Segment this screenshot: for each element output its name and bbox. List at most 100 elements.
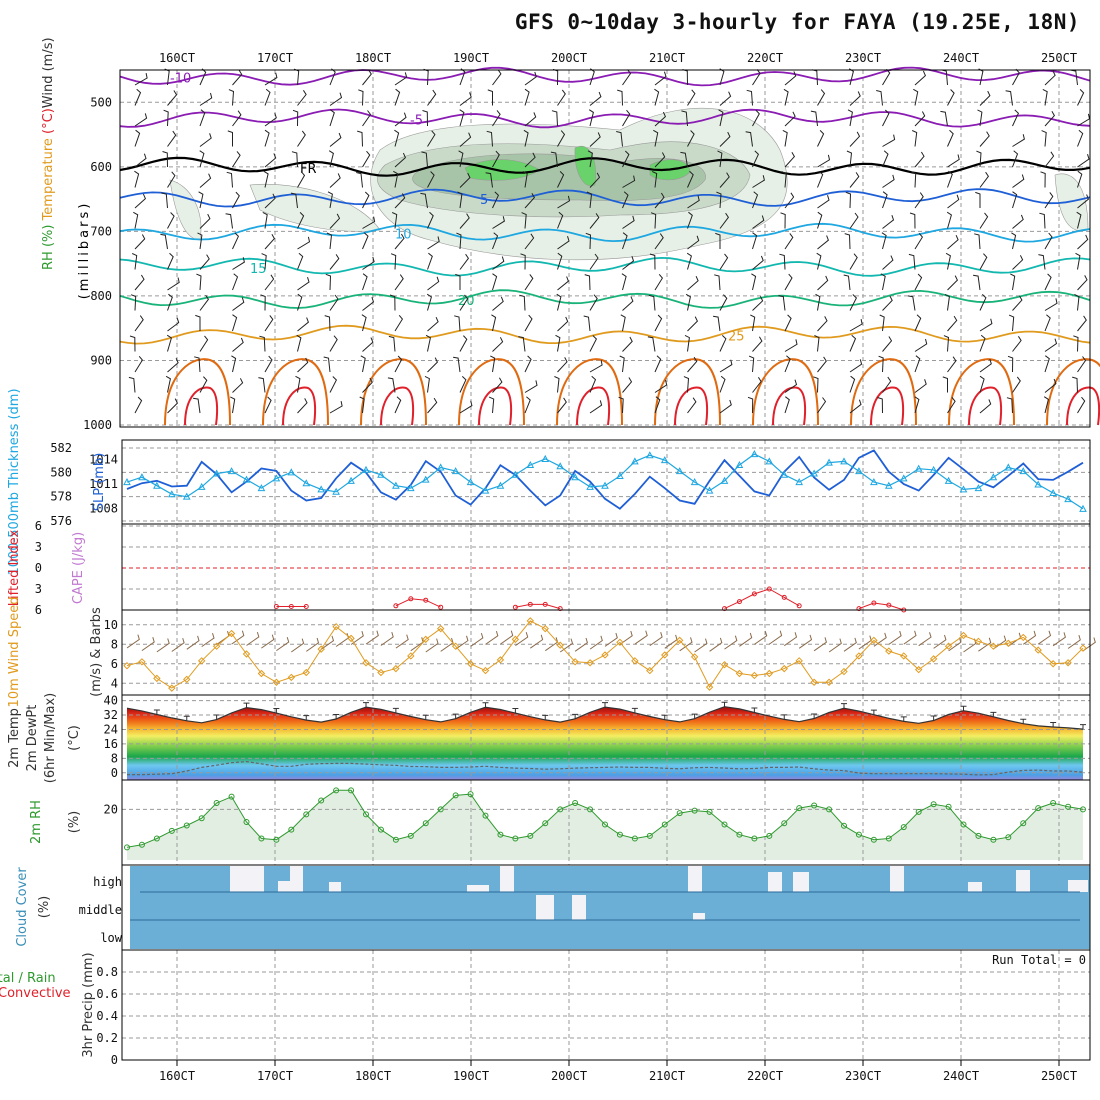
wind-barb <box>882 174 895 188</box>
minmax-errorbar <box>153 709 160 715</box>
wind-barb <box>622 150 630 168</box>
wind-barb <box>552 68 559 86</box>
wind-barb <box>619 630 633 645</box>
upper-y-unit: (millibars) <box>77 201 92 300</box>
wind-barb <box>156 638 170 653</box>
wind-speed-point <box>227 629 236 638</box>
wind-barb <box>557 130 566 147</box>
wind-barb <box>817 195 830 209</box>
wind-speed-point <box>242 650 251 658</box>
wind-barb <box>198 191 204 209</box>
rh-point <box>870 836 877 843</box>
wind-barb <box>324 315 331 332</box>
wind-barb <box>297 236 311 250</box>
wind-barb <box>589 68 595 86</box>
lifted-index-point <box>393 603 399 609</box>
wind-barb <box>687 276 699 291</box>
wind-barb <box>264 88 271 106</box>
rh-point <box>124 844 130 851</box>
temperature-tick-label: 24 <box>104 722 118 736</box>
clear-sky-gap <box>1068 880 1088 892</box>
panel-frame <box>121 439 1091 525</box>
wind-barb <box>362 377 373 393</box>
wind-barb <box>1044 298 1058 311</box>
rh-point <box>602 821 608 828</box>
wind-speed-point <box>481 666 490 675</box>
clear-sky-gap <box>290 866 303 892</box>
rh-point <box>572 800 579 806</box>
temperature-tick-label: 40 <box>104 694 118 708</box>
wind-barb <box>1073 335 1079 352</box>
wind-barb <box>459 68 466 86</box>
isotherm-35-loop <box>674 386 709 426</box>
clear-sky-gap <box>536 895 554 920</box>
wind-barb <box>1077 315 1087 332</box>
minmax-errorbar <box>1020 718 1027 724</box>
wind-barb <box>231 630 245 645</box>
wind-barb <box>264 396 272 414</box>
wind-barb <box>199 294 210 311</box>
wind-barb <box>622 109 631 127</box>
wind-barb <box>167 212 175 229</box>
lifted-index-point <box>871 600 877 606</box>
wind-barb <box>685 293 691 311</box>
x-tick-label-bottom: 160CT <box>159 1069 195 1083</box>
lifted-index-point <box>527 601 533 607</box>
clear-sky-gap <box>688 866 702 892</box>
wind-barb <box>748 355 755 373</box>
wind-barb <box>943 335 950 352</box>
wind-barb <box>882 215 895 229</box>
wind-barb <box>524 274 534 291</box>
wind-barb <box>134 129 141 147</box>
lifted-index-line <box>395 598 441 608</box>
wind-barb <box>134 234 146 250</box>
wind-barb <box>979 253 988 270</box>
precip-tick-label: 0.6 <box>96 987 118 1001</box>
slp-tick-label: 1008 <box>89 502 118 516</box>
wind-unit-label: (m/s) & Barbs <box>89 607 104 697</box>
wind-barb <box>979 294 987 311</box>
wind-barb <box>1044 110 1056 127</box>
wind-barb <box>717 150 723 168</box>
rh-point <box>288 826 295 833</box>
wind-barb <box>557 276 569 291</box>
wind-barb <box>297 277 310 291</box>
wind-barb <box>784 396 790 414</box>
minmax-errorbar <box>900 716 907 722</box>
wind-barb <box>1012 191 1018 209</box>
wind-barb <box>993 635 1007 650</box>
wind-barb <box>848 68 854 86</box>
wind-barb <box>752 377 762 393</box>
wind-barb <box>947 170 953 188</box>
wind-barb <box>394 314 404 332</box>
wind-barb <box>557 171 565 188</box>
wind-barb <box>849 334 857 352</box>
wind-barb <box>583 315 591 332</box>
wind-barb <box>329 109 335 127</box>
wind-barb <box>297 317 309 332</box>
wind-barb <box>933 634 947 649</box>
wind-barb <box>876 90 883 106</box>
wind-barb <box>459 376 467 393</box>
wind-barb <box>784 71 797 86</box>
wind-barb <box>520 253 526 270</box>
wind-tick-label: 8 <box>111 637 118 651</box>
lifted-index-line <box>724 588 800 610</box>
wind-barb <box>492 216 505 229</box>
wind-barb <box>908 253 916 270</box>
thickness-point <box>496 481 505 489</box>
isotherm-30-loop <box>164 358 231 426</box>
wind-barb <box>622 336 633 352</box>
lifted-index-point <box>722 606 727 612</box>
wind-barb <box>557 236 570 250</box>
wind-barb <box>845 191 852 209</box>
wind-barb <box>393 170 399 188</box>
wind-barb <box>817 89 826 106</box>
wind-tick-label: 10 <box>104 618 118 632</box>
wind-barb <box>264 129 270 147</box>
rh-unit-label: (%) <box>67 811 82 834</box>
minmax-errorbar <box>482 702 489 708</box>
wind-barb <box>784 632 798 647</box>
rh-point <box>721 821 728 828</box>
wind-speed-point <box>541 624 549 633</box>
